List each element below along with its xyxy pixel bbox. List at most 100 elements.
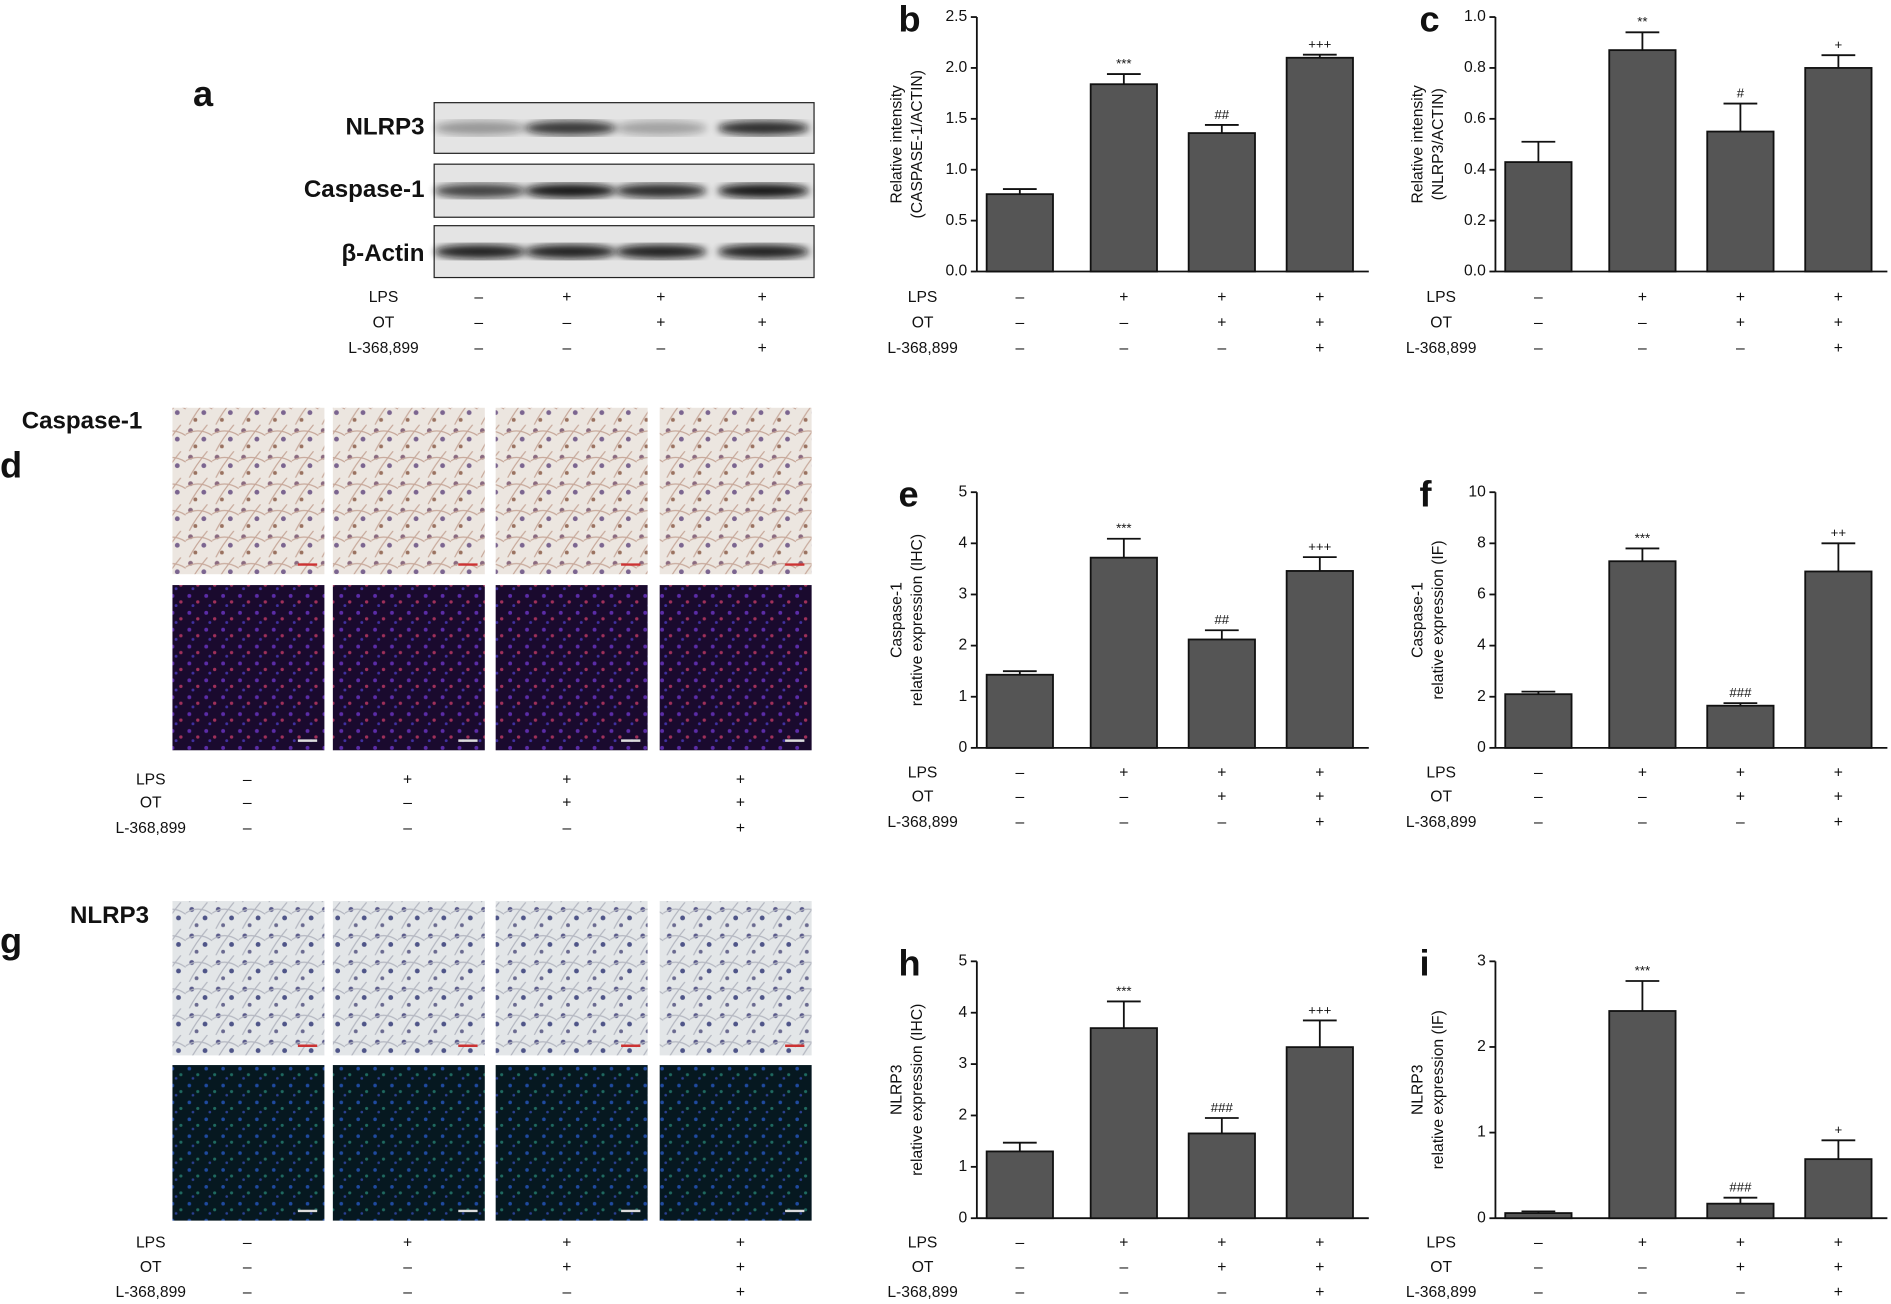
- condition-sign: –: [1015, 788, 1024, 805]
- condition-sign: +: [1217, 788, 1226, 805]
- bar: [1285, 1046, 1354, 1220]
- condition-sign: +: [1217, 1259, 1226, 1276]
- bar: [985, 193, 1054, 273]
- condition-sign: +: [403, 772, 412, 789]
- condition-sign: +: [736, 794, 745, 811]
- condition-sign: +: [736, 772, 745, 789]
- condition-sign: –: [562, 820, 571, 837]
- condition-name: LPS: [1426, 1235, 1456, 1252]
- bar: [1285, 56, 1354, 273]
- y-tick-label: 2.0: [945, 59, 967, 76]
- condition-sign: +: [1834, 315, 1843, 332]
- significance: **: [1637, 14, 1647, 29]
- y-tick-label: 1.0: [1464, 8, 1486, 25]
- micrograph: [332, 1065, 485, 1221]
- y-tick-label: 0.6: [1464, 110, 1486, 127]
- panel-letter: c: [1419, 0, 1439, 39]
- blot-label: Caspase-1: [304, 176, 425, 203]
- condition-sign: –: [1119, 1284, 1128, 1301]
- condition-name: OT: [140, 1259, 162, 1276]
- condition-sign: +: [1315, 1235, 1324, 1252]
- panel-letter: b: [898, 0, 920, 39]
- micrograph: [495, 407, 648, 575]
- condition-sign: +: [1736, 764, 1745, 781]
- condition-sign: +: [1834, 764, 1843, 781]
- y-tick-label: 4: [958, 1004, 967, 1021]
- condition-sign: +: [1834, 1235, 1843, 1252]
- condition-sign: –: [1534, 289, 1543, 306]
- condition-sign: –: [1534, 788, 1543, 805]
- condition-name: LPS: [1426, 289, 1456, 306]
- y-axis-label: Relative intensity: [1409, 85, 1426, 204]
- bar: [1706, 704, 1775, 749]
- significance: +++: [1308, 1002, 1331, 1017]
- condition-sign: +: [562, 1235, 571, 1252]
- condition-sign: –: [1119, 814, 1128, 831]
- condition-sign: –: [243, 794, 252, 811]
- condition-sign: +: [562, 289, 571, 306]
- significance: ###: [1729, 1180, 1752, 1195]
- condition-sign: +: [1119, 1235, 1128, 1252]
- y-tick-label: 10: [1468, 483, 1486, 500]
- y-tick-label: 3: [1477, 952, 1486, 969]
- condition-sign: –: [1217, 340, 1226, 357]
- blot-band: [615, 244, 707, 259]
- condition-sign: +: [1736, 315, 1745, 332]
- condition-sign: –: [474, 289, 483, 306]
- panel-letter: a: [193, 73, 214, 114]
- condition-sign: –: [1736, 814, 1745, 831]
- condition-sign: +: [736, 1259, 745, 1276]
- panel-letter: d: [0, 445, 22, 486]
- panel-letter: h: [898, 943, 920, 984]
- condition-sign: +: [562, 794, 571, 811]
- y-axis-label: relative expression (IHC): [909, 1004, 926, 1176]
- condition-sign: +: [1315, 788, 1324, 805]
- y-tick-label: 0.8: [1464, 59, 1486, 76]
- condition-name: LPS: [908, 289, 938, 306]
- condition-name: OT: [912, 788, 934, 805]
- blot-band: [615, 183, 707, 198]
- panel-letter: f: [1419, 474, 1432, 515]
- condition-sign: –: [1119, 1259, 1128, 1276]
- condition-sign: –: [562, 315, 571, 332]
- bar: [1089, 556, 1158, 749]
- condition-sign: +: [758, 340, 767, 357]
- condition-name: LPS: [369, 289, 399, 306]
- y-axis-label: (CASPASE-1/ACTIN): [909, 70, 926, 218]
- micrograph: [332, 585, 485, 751]
- y-tick-label: 4: [958, 534, 967, 551]
- micrograph: [172, 1065, 325, 1221]
- y-axis-label: Relative intensity: [888, 85, 905, 204]
- bar: [1804, 1158, 1873, 1220]
- condition-sign: +: [1315, 814, 1324, 831]
- y-axis-label: relative expression (IF): [1430, 540, 1447, 699]
- condition-sign: –: [1015, 764, 1024, 781]
- condition-sign: –: [1119, 340, 1128, 357]
- blot-band: [434, 120, 526, 136]
- panel-title: NLRP3: [70, 902, 149, 929]
- condition-name: OT: [1430, 315, 1452, 332]
- y-tick-label: 2.5: [945, 8, 967, 25]
- significance: #: [1737, 85, 1745, 100]
- condition-sign: –: [1534, 315, 1543, 332]
- blot-band: [717, 183, 810, 198]
- significance: ###: [1211, 1100, 1234, 1115]
- y-tick-label: 0.2: [1464, 212, 1486, 229]
- condition-sign: +: [1736, 788, 1745, 805]
- bar: [1504, 161, 1573, 273]
- condition-name: OT: [912, 1259, 934, 1276]
- condition-sign: +: [1315, 1284, 1324, 1301]
- micrograph: [495, 1065, 648, 1221]
- y-tick-label: 0: [958, 1209, 967, 1226]
- significance: ***: [1635, 530, 1650, 545]
- condition-name: OT: [912, 315, 934, 332]
- condition-name: LPS: [136, 772, 166, 789]
- significance: +++: [1308, 539, 1331, 554]
- y-tick-label: 0: [1477, 1209, 1486, 1226]
- y-tick-label: 5: [958, 952, 967, 969]
- y-tick-label: 0.0: [945, 263, 967, 280]
- significance: ++: [1831, 525, 1847, 540]
- condition-sign: –: [243, 820, 252, 837]
- condition-sign: –: [403, 1284, 412, 1301]
- condition-sign: +: [736, 1284, 745, 1301]
